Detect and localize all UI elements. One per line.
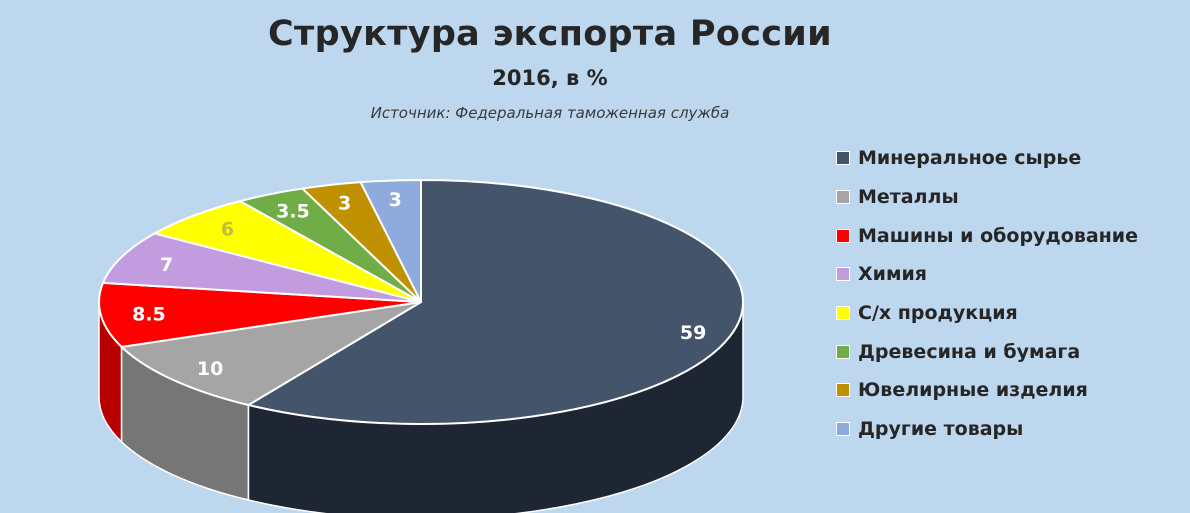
pie-slice [120, 301, 422, 407]
legend-swatch [836, 306, 850, 321]
legend-label: Металлы [858, 186, 959, 209]
pie-data-labels: 59 10 8.5 7 6 3.5 3 3 [132, 189, 706, 380]
pie-data-label: 59 [680, 322, 706, 344]
legend-swatch [836, 151, 850, 166]
pie-slice [359, 179, 422, 303]
pie-slice [153, 200, 422, 303]
legend-swatch [836, 228, 850, 243]
legend-label: С/х продукция [858, 302, 1018, 325]
legend-label: Машины и оборудование [858, 224, 1138, 247]
legend-swatch [836, 267, 850, 282]
legend-item: С/х продукция [836, 294, 1186, 333]
legend-label: Минеральное сырье [858, 147, 1082, 170]
pie-sides [98, 301, 744, 513]
chart-subtitle: 2016, в % [492, 66, 608, 90]
legend-item: Минеральное сырье [836, 139, 1186, 178]
pie-data-label: 7 [160, 254, 173, 276]
legend-swatch [836, 383, 850, 398]
pie-data-label: 3 [338, 192, 351, 214]
legend-swatch [836, 422, 850, 437]
legend-swatch [836, 344, 850, 359]
pie-data-label: 6 [221, 219, 234, 241]
legend-swatch [836, 190, 850, 205]
pie-slice [101, 232, 422, 303]
legend-item: Древесина и бумага [836, 332, 1186, 371]
pie-data-label: 8.5 [132, 303, 166, 325]
pie-slice [98, 281, 422, 348]
legend-item: Ювелирные изделия [836, 371, 1186, 410]
legend-label: Ювелирные изделия [858, 379, 1088, 402]
legend-item: Другие товары [836, 410, 1186, 449]
legend-item: Химия [836, 255, 1186, 294]
pie-data-label: 10 [197, 358, 223, 380]
pie-data-label: 3 [389, 189, 402, 211]
legend-label: Другие товары [858, 418, 1024, 441]
legend-label: Химия [858, 263, 928, 286]
pie-slice [247, 179, 744, 425]
legend-item: Машины и оборудование [836, 216, 1186, 255]
chart-source-note: Источник: Федеральная таможенная служба [370, 104, 730, 122]
pie-tops [98, 179, 744, 425]
legend-label: Древесина и бумага [858, 340, 1081, 363]
chart-legend: Минеральное сырье Металлы Машины и оборудо… [836, 139, 1186, 449]
pie-data-label: 3.5 [276, 200, 310, 222]
chart-title: Структура экспорта России [268, 14, 832, 54]
legend-item: Металлы [836, 178, 1186, 217]
